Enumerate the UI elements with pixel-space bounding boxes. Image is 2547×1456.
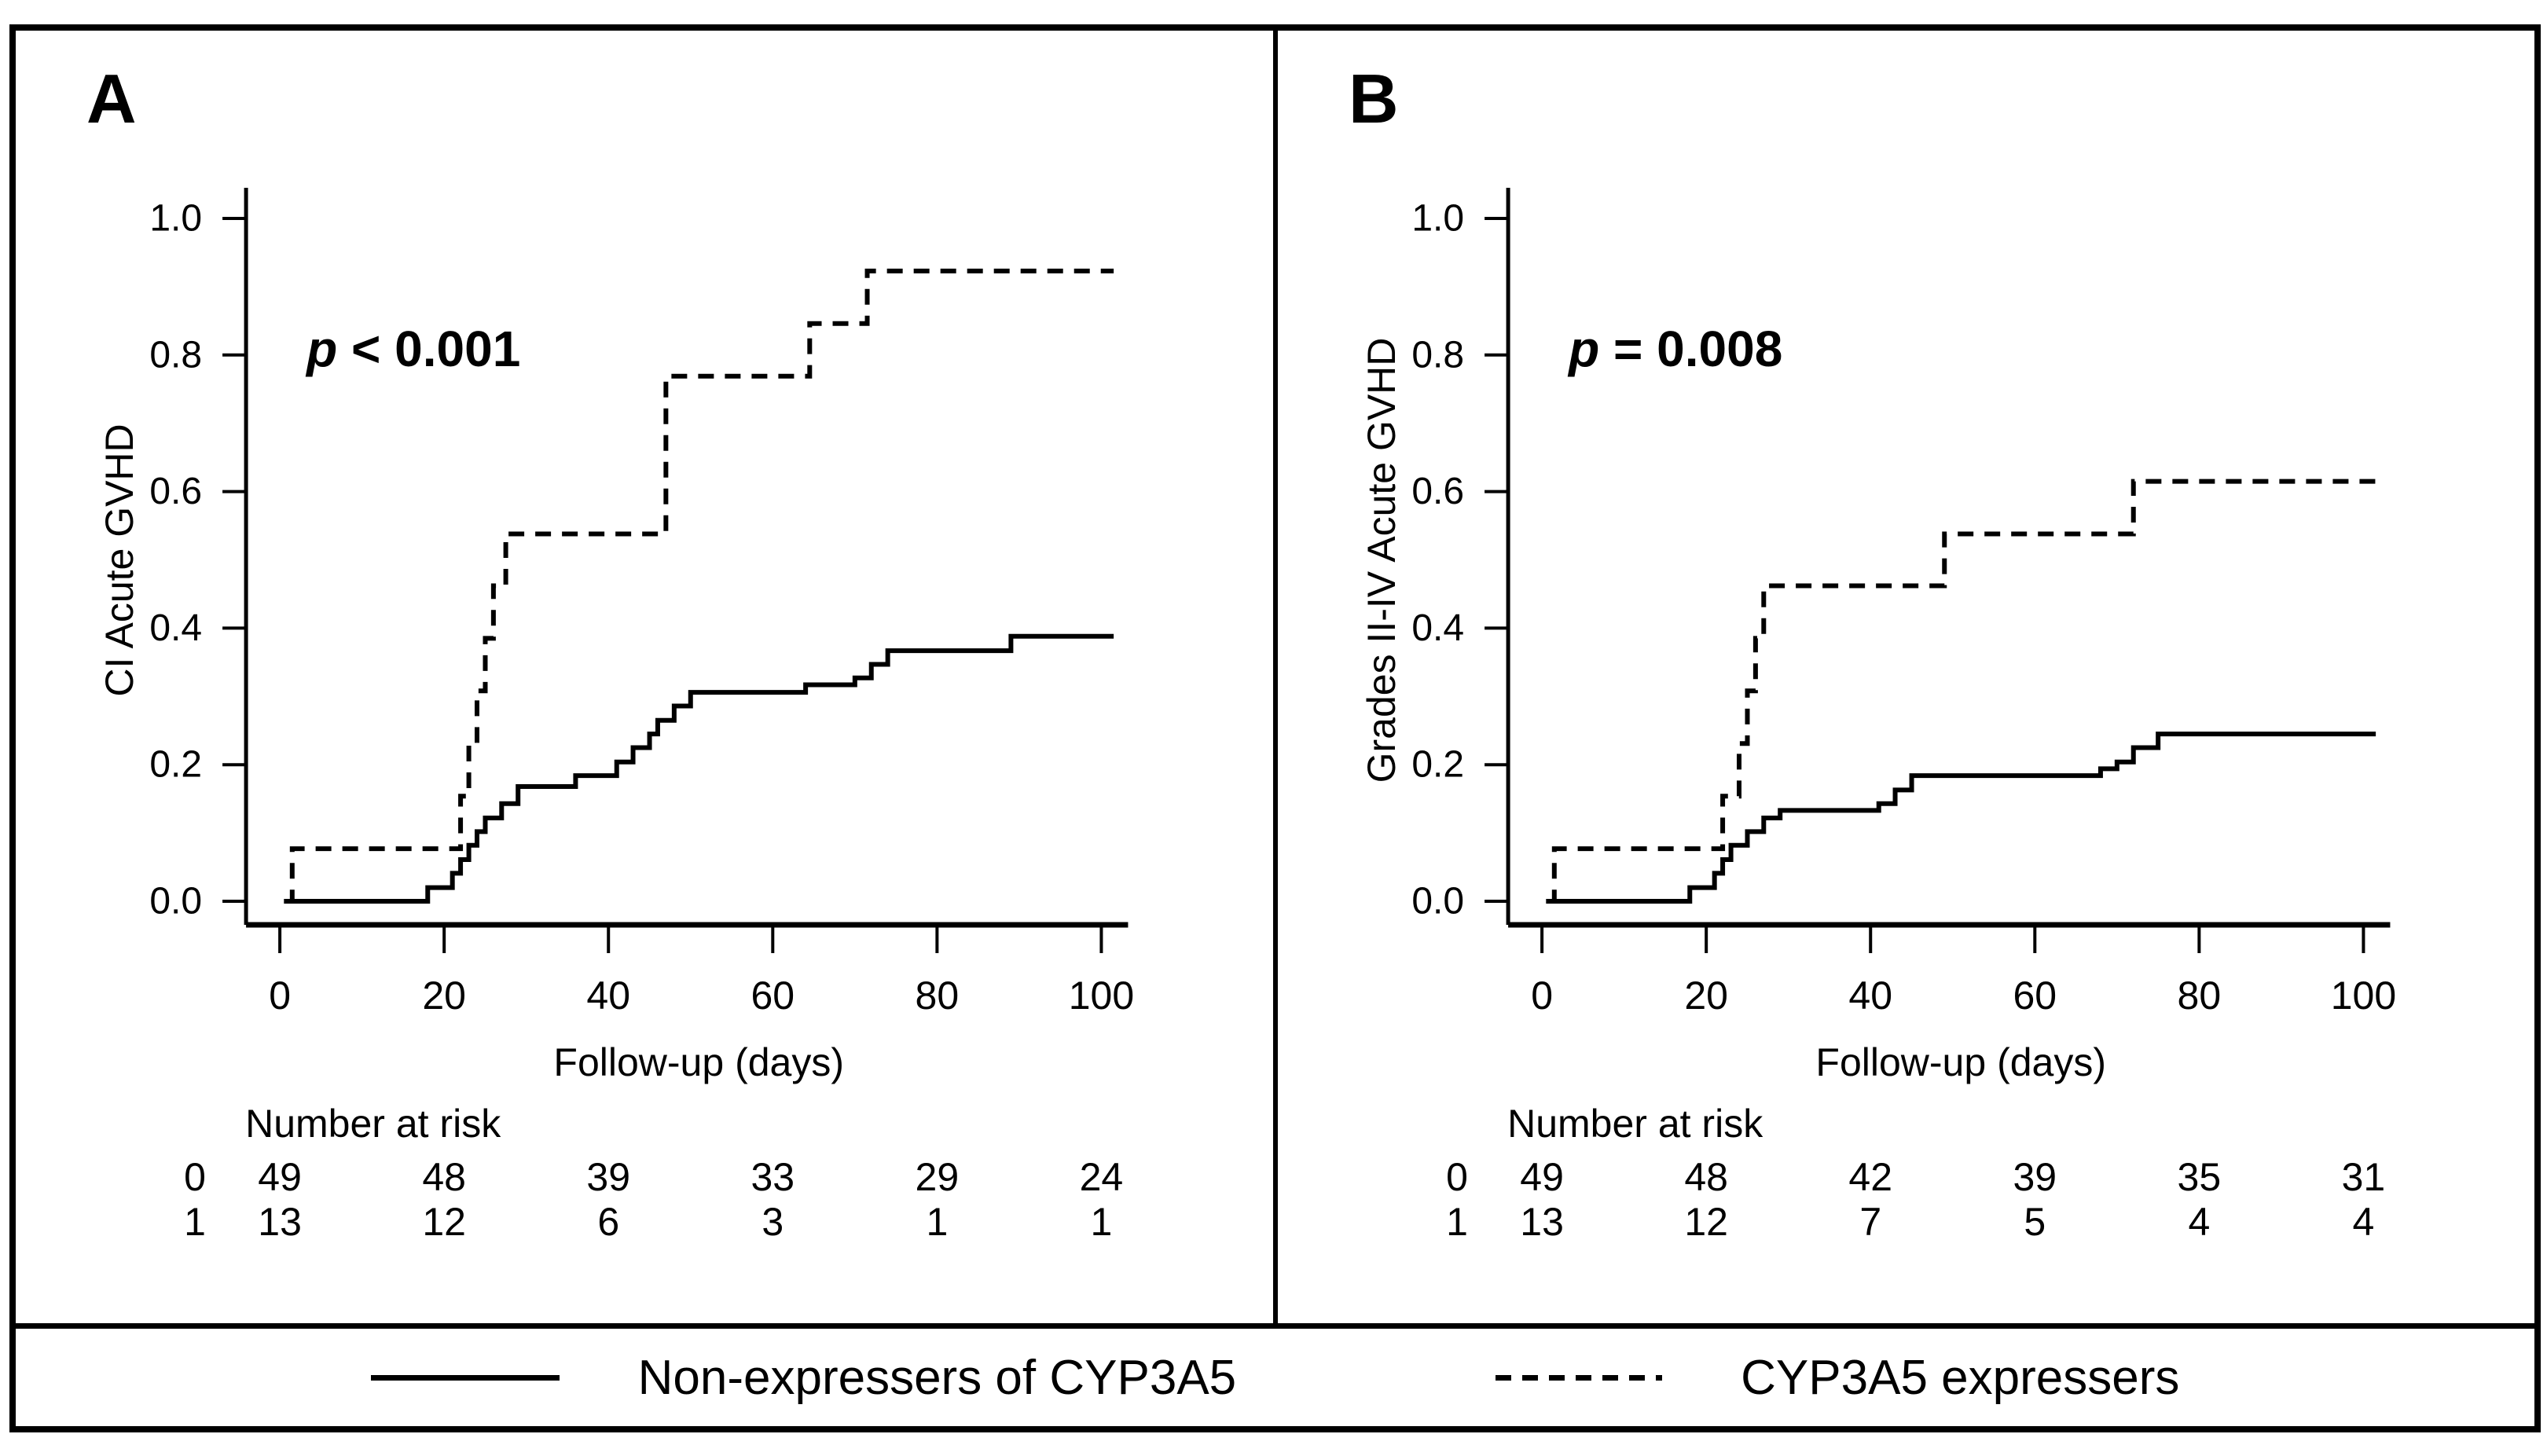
legend-label-non-expressers: Non-expressers of CYP3A5	[637, 1350, 1237, 1405]
legend-label-expressers: CYP3A5 expressers	[1741, 1350, 2180, 1405]
x-tick-label: 60	[751, 974, 795, 1018]
y-tick-label: 0.4	[1411, 607, 1464, 649]
x-tick-label: 80	[2177, 974, 2221, 1018]
y-tick-label: 0.2	[1411, 744, 1464, 786]
risk-count: 29	[916, 1155, 960, 1199]
km-curve-dashed	[288, 268, 1114, 904]
risk-count: 6	[597, 1200, 619, 1244]
risk-count: 4	[2188, 1200, 2210, 1244]
panel-letter: B	[1349, 60, 1399, 138]
risk-table-header: Number at risk	[1507, 1102, 1763, 1146]
x-tick-label: 60	[2013, 974, 2057, 1018]
p-value-annotation: p = 0.008	[1567, 321, 1782, 377]
risk-count: 42	[1848, 1155, 1892, 1199]
risk-count: 48	[422, 1155, 466, 1199]
y-tick-label: 0.4	[149, 607, 202, 649]
y-tick-label: 0.2	[149, 744, 202, 786]
x-tick-label: 40	[586, 974, 630, 1018]
risk-count: 12	[422, 1200, 466, 1244]
y-tick-label: 0.0	[1411, 881, 1464, 922]
y-tick-label: 0.8	[149, 334, 202, 376]
figure-frame: 1.0 0.8 0.6 0.4 0.2 0.0 0 20 40 60 80 100 CI Acute G…	[9, 24, 2541, 1432]
panel-A: 1.0 0.8 0.6 0.4 0.2 0.0 0 20 40 60 80 100 CI Acute G…	[16, 31, 1273, 1323]
risk-count: 12	[1684, 1200, 1728, 1244]
risk-count: 4	[2352, 1200, 2374, 1244]
y-axis-title: CI Acute GVHD	[97, 424, 141, 696]
x-tick-label: 100	[2330, 974, 2395, 1018]
km-curve-solid	[284, 633, 1114, 904]
risk-count: 39	[586, 1155, 630, 1199]
risk-count: 7	[1859, 1200, 1881, 1244]
risk-count: 1	[926, 1200, 948, 1244]
panel-letter: A	[86, 60, 137, 138]
panel-divider	[1272, 31, 1278, 1323]
x-tick-label: 20	[1684, 974, 1728, 1018]
y-tick-label: 0.8	[1411, 334, 1464, 376]
risk-count: 35	[2177, 1155, 2221, 1199]
risk-count: 49	[258, 1155, 302, 1199]
km-curve-dashed	[1550, 479, 2376, 904]
risk-count: 49	[1520, 1155, 1564, 1199]
risk-row-label: 1	[1446, 1200, 1468, 1244]
x-tick-label: 0	[1531, 974, 1553, 1018]
risk-count: 3	[762, 1200, 784, 1244]
y-axis-title: Grades II-IV Acute GVHD	[1360, 338, 1404, 783]
x-tick-label: 0	[269, 974, 291, 1018]
risk-row-label: 0	[1446, 1155, 1468, 1199]
y-tick-label: 1.0	[1411, 198, 1464, 240]
p-value-annotation: p < 0.001	[305, 321, 520, 377]
risk-count: 31	[2341, 1155, 2385, 1199]
x-axis-title: Follow-up (days)	[553, 1040, 844, 1084]
figure-legend: Non-expressers of CYP3A5 CYP3A5 expresse…	[16, 1323, 2534, 1426]
x-tick-label: 40	[1848, 974, 1892, 1018]
x-axis-title: Follow-up (days)	[1815, 1040, 2106, 1084]
y-tick-label: 1.0	[149, 198, 202, 240]
risk-table-header: Number at risk	[245, 1102, 501, 1146]
risk-count: 39	[2013, 1155, 2057, 1199]
risk-count: 5	[2024, 1200, 2046, 1244]
legend-dashed-line-sample	[1496, 1374, 1663, 1381]
legend-solid-line-sample	[370, 1374, 560, 1381]
panels-row: 1.0 0.8 0.6 0.4 0.2 0.0 0 20 40 60 80 100 CI Acute G…	[16, 31, 2534, 1323]
risk-row-label: 0	[184, 1155, 206, 1199]
risk-count: 24	[1080, 1155, 1124, 1199]
risk-count: 48	[1684, 1155, 1728, 1199]
risk-count: 1	[1091, 1200, 1113, 1244]
risk-count: 33	[751, 1155, 795, 1199]
x-tick-label: 80	[916, 974, 960, 1018]
risk-count: 13	[1520, 1200, 1564, 1244]
risk-row-label: 1	[184, 1200, 206, 1244]
risk-count: 13	[258, 1200, 302, 1244]
km-curve-solid	[1545, 732, 2376, 904]
y-tick-label: 0.0	[149, 881, 202, 922]
x-tick-label: 100	[1069, 974, 1134, 1018]
x-tick-label: 20	[422, 974, 466, 1018]
y-tick-label: 0.6	[149, 471, 202, 512]
panel-B: 1.0 0.8 0.6 0.4 0.2 0.0 0 20 40 60 80 100 Grades II-…	[1278, 31, 2535, 1323]
y-tick-label: 0.6	[1411, 471, 1464, 512]
